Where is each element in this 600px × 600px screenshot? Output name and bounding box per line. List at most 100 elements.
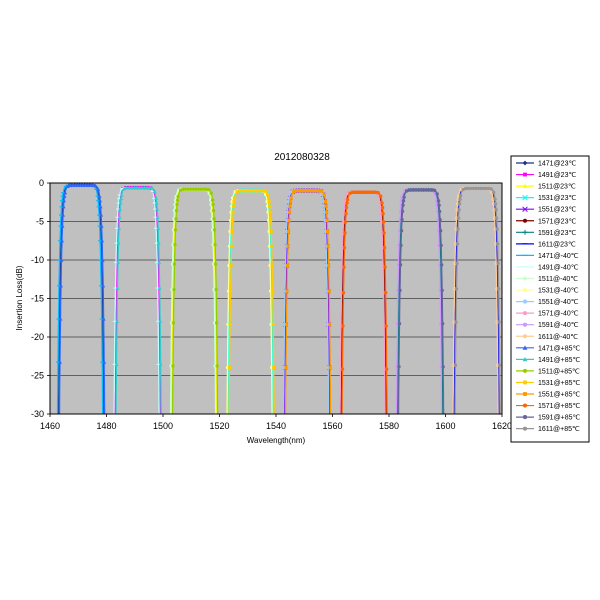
data-point bbox=[243, 189, 247, 193]
data-point bbox=[345, 197, 350, 202]
data-point bbox=[98, 204, 103, 209]
data-point bbox=[324, 210, 329, 214]
legend-label: 1471@+85℃ bbox=[538, 345, 581, 352]
legend-item: 1491@23℃ bbox=[516, 172, 576, 179]
data-point bbox=[214, 321, 219, 325]
data-point bbox=[522, 334, 528, 339]
y-tick-label: -5 bbox=[36, 217, 44, 227]
data-point bbox=[522, 322, 528, 327]
data-point bbox=[476, 186, 481, 191]
x-tick-label: 1540 bbox=[266, 421, 286, 431]
data-point bbox=[324, 204, 328, 208]
data-point bbox=[474, 186, 478, 191]
data-point bbox=[172, 287, 176, 292]
data-point bbox=[522, 194, 528, 201]
data-point bbox=[400, 209, 405, 214]
data-point bbox=[378, 194, 383, 198]
data-point bbox=[320, 189, 324, 193]
data-point bbox=[380, 205, 385, 210]
data-point bbox=[363, 190, 368, 194]
data-point bbox=[231, 210, 235, 214]
data-point bbox=[101, 283, 106, 288]
data-point bbox=[266, 193, 270, 197]
data-point bbox=[343, 231, 347, 235]
data-point bbox=[211, 202, 215, 207]
data-point bbox=[439, 243, 443, 248]
data-point bbox=[454, 320, 458, 324]
data-point bbox=[342, 246, 347, 250]
data-point bbox=[150, 186, 155, 190]
data-point bbox=[522, 426, 528, 431]
y-axis: 0 -5 -10 -15 -20 -25 -30 bbox=[31, 178, 50, 419]
data-point bbox=[270, 264, 274, 268]
data-point bbox=[325, 218, 329, 223]
data-point bbox=[327, 289, 331, 293]
data-point bbox=[522, 299, 528, 304]
data-point bbox=[402, 195, 406, 199]
data-point bbox=[103, 416, 107, 420]
data-point bbox=[438, 217, 442, 222]
data-point bbox=[80, 183, 85, 187]
data-point bbox=[145, 185, 150, 190]
data-point bbox=[93, 183, 98, 188]
data-point bbox=[59, 258, 64, 262]
legend-label: 1551@+85℃ bbox=[538, 392, 581, 399]
legend-item: 1571@-40℃ bbox=[516, 311, 579, 318]
data-point bbox=[156, 241, 161, 245]
data-point bbox=[231, 204, 236, 208]
x-tick-label: 1620 bbox=[492, 421, 512, 431]
data-point bbox=[174, 217, 178, 221]
data-point bbox=[267, 204, 272, 208]
legend-label: 1591@23℃ bbox=[538, 230, 576, 237]
data-point bbox=[384, 324, 388, 328]
data-point bbox=[287, 218, 291, 223]
data-point bbox=[171, 364, 175, 368]
legend-item: 1511@-40℃ bbox=[516, 276, 578, 283]
data-point bbox=[479, 186, 483, 191]
data-point bbox=[194, 187, 198, 191]
legend-item: 1611@-40℃ bbox=[516, 334, 578, 341]
data-point bbox=[344, 212, 348, 216]
data-point bbox=[62, 198, 67, 203]
legend-label: 1611@-40℃ bbox=[538, 334, 578, 341]
data-point bbox=[186, 187, 190, 191]
data-point bbox=[496, 287, 501, 291]
x-tick-label: 1460 bbox=[40, 421, 60, 431]
data-point bbox=[154, 196, 159, 201]
data-point bbox=[119, 196, 124, 201]
data-point bbox=[155, 215, 160, 219]
data-point bbox=[299, 189, 303, 193]
data-point bbox=[129, 185, 134, 190]
legend-label: 1551@23℃ bbox=[538, 207, 576, 214]
legend-item: 1611@23℃ bbox=[516, 241, 576, 248]
data-point bbox=[269, 218, 273, 223]
data-point bbox=[267, 200, 271, 204]
data-point bbox=[456, 227, 460, 231]
data-point bbox=[233, 196, 237, 200]
data-point bbox=[118, 207, 123, 211]
series-21 bbox=[340, 190, 389, 414]
data-point bbox=[83, 183, 88, 187]
data-point bbox=[213, 242, 217, 247]
data-point bbox=[229, 264, 233, 268]
data-point bbox=[189, 187, 193, 191]
data-point bbox=[73, 183, 78, 187]
data-point bbox=[441, 365, 445, 369]
legend-item: 1571@23℃ bbox=[516, 218, 576, 225]
data-point bbox=[250, 189, 255, 193]
data-point bbox=[147, 185, 152, 190]
data-point bbox=[271, 289, 275, 293]
chart-title: 2012080328 bbox=[274, 152, 330, 163]
data-point bbox=[493, 202, 498, 206]
data-point bbox=[58, 283, 63, 288]
data-point bbox=[326, 244, 330, 248]
data-point bbox=[118, 200, 123, 205]
legend-label: 1571@+85℃ bbox=[538, 403, 581, 410]
legend-label: 1591@+85℃ bbox=[538, 415, 581, 422]
legend-label: 1571@-40℃ bbox=[538, 311, 579, 318]
data-point bbox=[156, 226, 161, 230]
legend-item: 1551@-40℃ bbox=[516, 299, 579, 306]
data-point bbox=[229, 244, 234, 248]
legend-item: 1511@23℃ bbox=[516, 184, 576, 191]
data-point bbox=[211, 208, 216, 213]
